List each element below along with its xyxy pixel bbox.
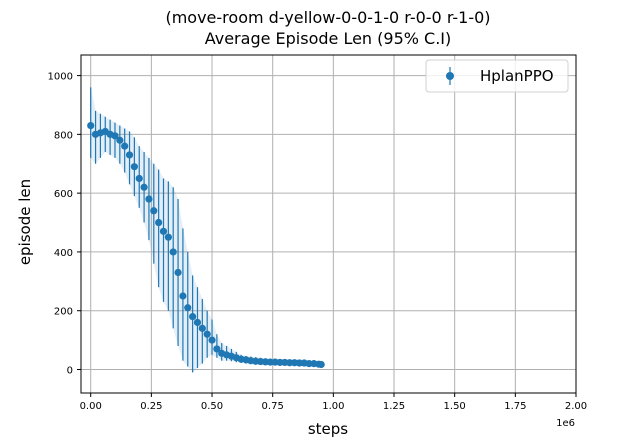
data-point (203, 330, 211, 338)
x-tick-label: 1.75 (504, 401, 526, 412)
data-point (125, 151, 134, 159)
plot-frame (80, 54, 577, 394)
y-tick-label: 400 (54, 248, 73, 259)
y-tick-label: 1000 (48, 72, 73, 83)
data-point (164, 233, 172, 241)
x-tick-label: 0.50 (201, 401, 223, 412)
axes: 0.00 0.25 0.50 0.75 1.00 1.25 1.50 1.75 2.00 0 200… (48, 54, 587, 412)
data-point (213, 345, 221, 353)
data-point (130, 163, 138, 171)
data-point (140, 183, 148, 191)
data-point (184, 304, 192, 312)
x-tick-label: 0.00 (80, 401, 102, 412)
data-point (111, 132, 119, 140)
x-tick-label: 0.75 (262, 401, 284, 412)
data-point (87, 121, 95, 130)
data-point (208, 336, 216, 344)
data-point (189, 312, 197, 321)
y-tick-label: 600 (54, 189, 73, 200)
y-tick-label: 800 (54, 130, 73, 141)
x-axis-multiplier: 1e6 (556, 418, 575, 429)
x-axis-label: steps (308, 420, 348, 438)
x-tick-label: 1.00 (322, 401, 344, 412)
data-point (193, 318, 202, 327)
data-series (87, 87, 325, 373)
x-tick-label: 1.50 (444, 401, 466, 412)
y-axis-label: episode len (16, 179, 34, 265)
chart-title-line1: (move-room d-yellow-0-0-1-0 r-0-0 r-1-0) (165, 8, 490, 27)
data-point (150, 207, 158, 215)
data-point (116, 136, 124, 144)
confidence-band (90, 87, 322, 373)
legend: HplanPPO (425, 59, 569, 93)
data-point (174, 268, 182, 277)
x-tick-label: 1.25 (383, 401, 405, 412)
data-point (169, 248, 177, 256)
data-point (145, 195, 153, 203)
data-point (179, 292, 187, 300)
legend-label: HplanPPO (480, 67, 554, 85)
ci-band (90, 87, 322, 373)
data-point (159, 227, 168, 235)
data-point (317, 360, 325, 369)
legend-point-marker (446, 72, 454, 80)
data-point (198, 324, 206, 332)
data-point (155, 218, 163, 227)
data-point (121, 142, 129, 150)
x-tick-label: 2.00 (565, 401, 587, 412)
data-point (135, 174, 143, 183)
x-tick-label: 0.25 (140, 401, 162, 412)
y-tick-label: 0 (67, 365, 73, 376)
chart-title-line2: Average Episode Len (95% C.I) (205, 29, 452, 48)
legend-box (425, 59, 569, 93)
y-tick-label: 200 (54, 307, 73, 318)
